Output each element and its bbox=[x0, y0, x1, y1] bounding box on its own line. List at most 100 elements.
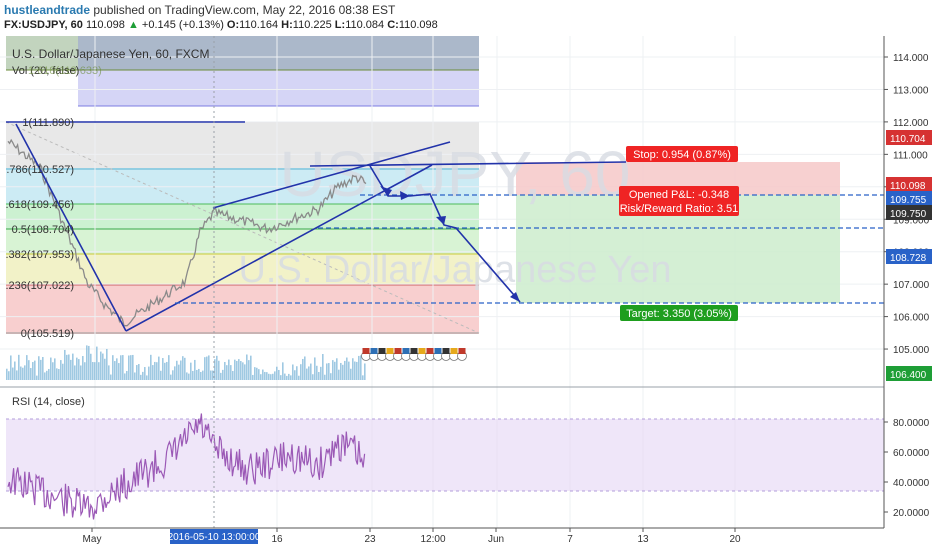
volume-bar bbox=[124, 373, 126, 380]
volume-bar bbox=[70, 359, 72, 380]
volume-bar bbox=[270, 374, 272, 380]
price-tick-label: 113.000 bbox=[893, 85, 929, 96]
rsi-tick-label: 20.0000 bbox=[893, 508, 930, 519]
volume-bar bbox=[234, 359, 236, 380]
volume-bar bbox=[292, 364, 294, 380]
volume-bar bbox=[170, 374, 172, 380]
rsi-tick-label: 40.0000 bbox=[893, 478, 930, 489]
volume-bar bbox=[242, 362, 244, 380]
volume-bar bbox=[50, 357, 52, 380]
volume-bar bbox=[52, 362, 54, 380]
volume-bar bbox=[10, 355, 12, 380]
pl-label-box: Opened P&L: -0.348 Risk/Reward Ratio: 3.… bbox=[619, 186, 739, 216]
price-tick-label: 109.000 bbox=[893, 215, 930, 226]
event-flag-icon bbox=[362, 348, 370, 354]
target-label: Target: 3.350 (3.05%) bbox=[626, 308, 732, 320]
volume-bar bbox=[232, 370, 234, 380]
volume-bar bbox=[280, 375, 282, 380]
channel-top-line[interactable] bbox=[212, 141, 451, 209]
volume-bar bbox=[266, 372, 268, 380]
volume-bar bbox=[8, 371, 10, 380]
high-value: 110.225 bbox=[292, 19, 332, 31]
volume-bar bbox=[276, 366, 278, 380]
event-flag-icon bbox=[418, 348, 426, 354]
volume-bar bbox=[268, 373, 270, 380]
volume-bar bbox=[128, 355, 130, 380]
fib-level-label: 0.5(108.704) bbox=[12, 224, 74, 236]
time-axis[interactable]: May 16 23 12:00 Jun 7 13 20 bbox=[83, 528, 741, 545]
volume-bar bbox=[126, 370, 128, 380]
volume-bar bbox=[226, 365, 228, 380]
low-label: L: bbox=[334, 19, 346, 31]
volume-bar bbox=[102, 353, 104, 380]
price-tick-label: 106.000 bbox=[893, 313, 930, 324]
volume-bar bbox=[168, 355, 170, 380]
volume-bar bbox=[206, 356, 208, 380]
price-tick-label: 111.000 bbox=[893, 150, 928, 161]
close-value: 110.098 bbox=[398, 19, 438, 31]
volume-bar bbox=[342, 364, 344, 380]
fib-retracement[interactable] bbox=[5, 36, 480, 334]
volume-bar bbox=[76, 357, 78, 380]
event-flag-icon bbox=[402, 348, 410, 354]
volume-bar bbox=[182, 356, 184, 380]
volume-bar bbox=[246, 354, 248, 380]
fib-level-label: .786(110.527) bbox=[6, 164, 74, 176]
fib-band-top bbox=[6, 36, 479, 70]
volume-bar bbox=[14, 361, 16, 380]
price-label: 108.728 bbox=[890, 253, 927, 264]
price-tick-label: 107.000 bbox=[893, 280, 930, 291]
rsi-axis[interactable]: 80.0000 60.0000 40.0000 20.0000 bbox=[884, 418, 930, 519]
volume-bar bbox=[122, 355, 124, 380]
volume-bar bbox=[312, 374, 314, 380]
volume-bar bbox=[132, 354, 134, 380]
volume-bar bbox=[296, 366, 298, 380]
price-change: +0.145 (+0.13%) bbox=[141, 19, 224, 31]
volume-bar bbox=[118, 363, 120, 380]
rsi-series[interactable] bbox=[7, 413, 366, 520]
volume-bar bbox=[252, 374, 254, 380]
up-arrow-icon: ▲ bbox=[127, 19, 139, 31]
volume-bar bbox=[210, 370, 212, 380]
author-link[interactable]: hustleandtrade bbox=[4, 3, 91, 17]
volume-bar bbox=[86, 345, 88, 380]
volume-bar bbox=[208, 355, 210, 380]
volume-bar bbox=[88, 345, 90, 380]
volume-bar bbox=[218, 360, 220, 380]
volume-bar bbox=[6, 368, 8, 380]
volume-bar bbox=[362, 375, 364, 380]
fib-band-5 bbox=[6, 254, 479, 285]
chart-canvas[interactable]: USDJPY, 60 U.S. Dollar/Japanese Yen Stop… bbox=[0, 36, 932, 550]
fib-labels: 1(111.890) .786(110.527) .618(109.456) 0.5(… bbox=[6, 117, 75, 340]
volume-bar bbox=[220, 372, 222, 380]
volume-bar bbox=[318, 372, 320, 380]
fib-level-label: .382(107.953) bbox=[6, 249, 75, 261]
volume-bar bbox=[32, 362, 34, 380]
volume-bar bbox=[172, 370, 174, 380]
trend-drawings[interactable] bbox=[6, 121, 884, 332]
volume-bar bbox=[38, 356, 40, 380]
volume-bar bbox=[74, 365, 76, 380]
volume-bar bbox=[114, 361, 116, 380]
volume-bar bbox=[178, 364, 180, 380]
volume-bar bbox=[82, 356, 84, 380]
volume-bar bbox=[330, 373, 332, 380]
volume-bar bbox=[100, 351, 102, 380]
volume-bar bbox=[184, 357, 186, 380]
publish-line: hustleandtrade published on TradingView.… bbox=[4, 3, 395, 17]
volume-bar bbox=[300, 364, 302, 380]
price-series[interactable] bbox=[7, 138, 367, 327]
volume-bar bbox=[360, 355, 362, 380]
volume-bar bbox=[162, 358, 164, 380]
stop-line[interactable] bbox=[309, 161, 627, 167]
volume-bar bbox=[146, 375, 148, 380]
price-tick-label: 114.000 bbox=[893, 53, 929, 64]
low-value: 110.084 bbox=[345, 19, 385, 31]
volume-legend: Vol (20, false) bbox=[12, 65, 79, 77]
time-tick-label: 20 bbox=[729, 534, 741, 545]
volume-bar bbox=[356, 361, 358, 380]
target-label-box: Target: 3.350 (3.05%) bbox=[620, 305, 738, 321]
volume-bar bbox=[96, 346, 98, 380]
economic-events[interactable] bbox=[361, 348, 467, 361]
down-trendline[interactable] bbox=[15, 123, 127, 332]
